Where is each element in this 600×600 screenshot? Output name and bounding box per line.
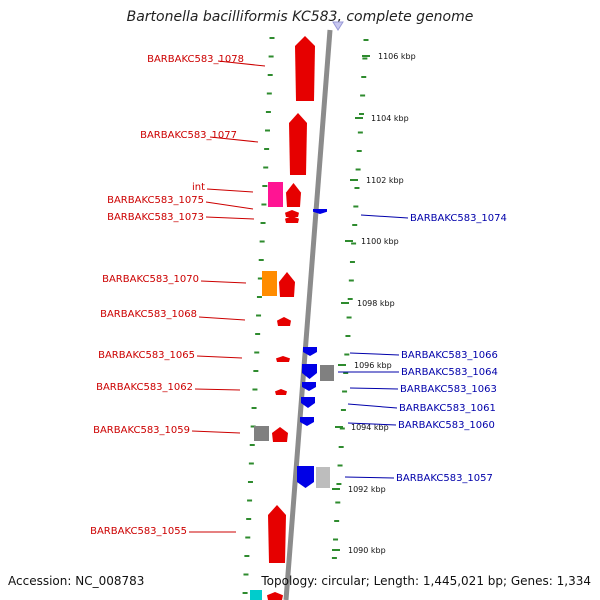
- leader-line: [349, 352, 400, 356]
- leader-line: [206, 188, 254, 193]
- leader-line: [196, 355, 243, 359]
- label-leaders: [189, 60, 409, 533]
- leader-line: [200, 280, 247, 284]
- gene-label-right: BARBAKC583_1066: [401, 350, 498, 361]
- leader-line: [209, 136, 259, 143]
- tick-label: 1100 kbp: [361, 237, 399, 246]
- gene-label-left: BARBAKC583_1075: [107, 195, 204, 206]
- leader-line: [198, 316, 246, 321]
- gene-label-right: BARBAKC583_1063: [400, 384, 497, 395]
- gene-orange: [262, 271, 277, 296]
- gene-label-left: BARBAKC583_1059: [93, 425, 190, 436]
- gene-1057: [297, 466, 314, 488]
- gene-1068: [277, 317, 291, 326]
- gene-label-left: BARBAKC583_1070: [102, 274, 199, 285]
- gene-1073a: [285, 210, 299, 217]
- tick-label: 1102 kbp: [366, 176, 404, 185]
- gene-1077: [289, 113, 307, 175]
- gene-label-left: BARBAKC583_1078: [147, 54, 244, 65]
- gene-gray-1059: [254, 426, 269, 441]
- gene-int: [268, 182, 283, 207]
- leader-line: [205, 201, 254, 210]
- gene-label-right: BARBAKC583_1057: [396, 473, 493, 484]
- gene-label-left: int: [192, 182, 205, 193]
- gene-1066: [303, 347, 317, 356]
- gene-1063: [302, 382, 316, 391]
- tick-label: 1090 kbp: [348, 546, 386, 555]
- gene-1073b: [285, 216, 299, 223]
- leader-line: [194, 388, 241, 391]
- map-title: Bartonella bacilliformis KC583, complete…: [126, 9, 474, 25]
- gene-1070: [279, 272, 295, 297]
- tick-label: 1104 kbp: [371, 114, 409, 123]
- gene-1061: [301, 397, 315, 408]
- gene-1075: [286, 183, 301, 207]
- gene-1060: [300, 417, 314, 426]
- tick-label: 1096 kbp: [354, 361, 392, 370]
- accession-text: Accession: NC_008783: [8, 574, 145, 588]
- leader-line: [360, 214, 409, 219]
- gene-label-left: BARBAKC583_1073: [107, 212, 204, 223]
- gene-label-left: BARBAKC583_1068: [100, 309, 197, 320]
- leader-line: [217, 60, 266, 67]
- gene-1062: [275, 389, 287, 395]
- gene-cyan: [250, 590, 262, 600]
- leader-line: [344, 476, 395, 479]
- gene-1074: [313, 209, 327, 214]
- gene-label-left: BARBAKC583_1065: [98, 350, 195, 361]
- tick-label: 1106 kbp: [378, 52, 416, 61]
- leader-line: [205, 216, 255, 220]
- gene-label-right: BARBAKC583_1061: [399, 403, 496, 414]
- leader-line: [347, 422, 397, 426]
- gene-1065: [276, 356, 290, 362]
- gene-label-right: BARBAKC583_1060: [398, 420, 495, 431]
- gene-label-right: BARBAKC583_1064: [401, 367, 498, 378]
- origin-marker-icon: [332, 21, 344, 31]
- genome-summary-text: Topology: circular; Length: 1,445,021 bp…: [261, 574, 591, 588]
- gene-1078: [295, 36, 315, 101]
- kbp-ticks: 1106 kbp 1104 kbp 1102 kbp 1100 kbp 1098 kbp…: [332, 52, 416, 555]
- leader-line: [347, 403, 398, 409]
- gene-1055: [268, 505, 286, 563]
- leader-line: [191, 430, 241, 434]
- gene-1064: [302, 364, 317, 379]
- tick-label: 1092 kbp: [348, 485, 386, 494]
- gene-partial: [267, 592, 283, 600]
- tick-label: 1094 kbp: [351, 423, 389, 432]
- leader-line: [349, 387, 399, 390]
- gene-features: [250, 36, 334, 600]
- left-dotted-guide: [242, 37, 275, 594]
- gene-gray-1064: [320, 365, 334, 381]
- gene-label-right: BARBAKC583_1074: [410, 213, 507, 224]
- gene-label-left: BARBAKC583_1062: [96, 382, 193, 393]
- genome-backbone: [283, 29, 333, 600]
- gene-1059: [272, 427, 288, 442]
- gene-label-left: BARBAKC583_1055: [90, 526, 187, 537]
- right-dotted-guide: [331, 39, 369, 559]
- gene-lightgray-1057: [316, 467, 330, 488]
- gene-label-left: BARBAKC583_1077: [140, 130, 237, 141]
- tick-label: 1098 kbp: [357, 299, 395, 308]
